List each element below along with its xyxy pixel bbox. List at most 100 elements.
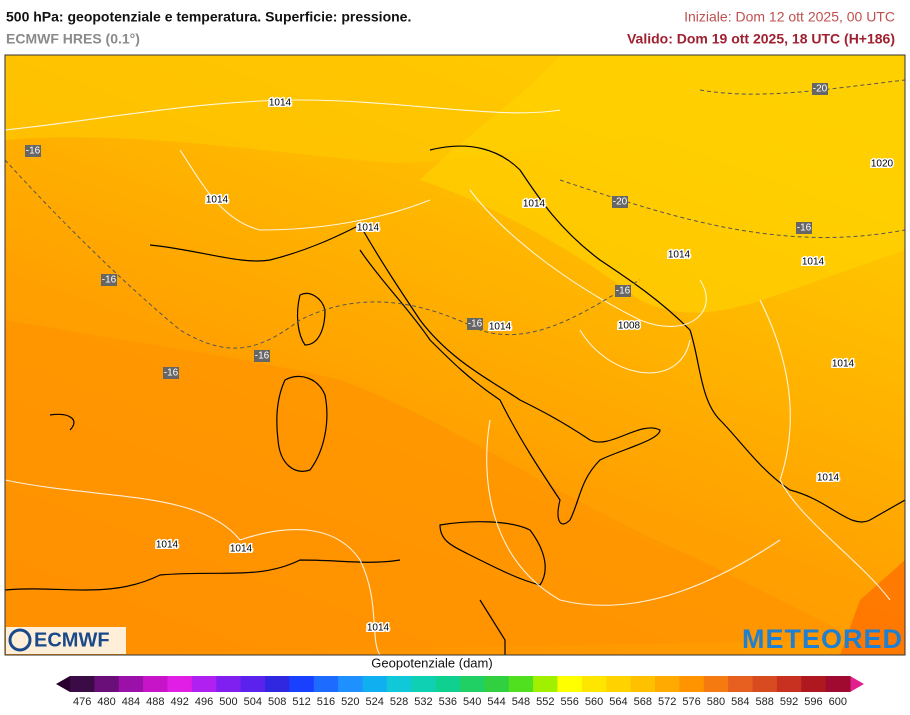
colorbar-over — [850, 676, 864, 692]
pressure-label: 1008 — [618, 321, 641, 332]
map: 1014 1014 1014 1014 1014 1014 1014 1014 1014 1014… — [5, 55, 905, 655]
colorbar-tick-label: 488 — [146, 696, 164, 708]
colorbar-tick-label: 476 — [73, 696, 91, 708]
colorbar-tick-label: 572 — [658, 696, 676, 708]
colorbar-swatch — [216, 676, 242, 692]
pressure-label: 1014 — [357, 223, 380, 234]
colorbar-tick-label: 496 — [195, 696, 213, 708]
colorbar-tick-label: 508 — [268, 696, 286, 708]
colorbar-tick-label: 576 — [682, 696, 700, 708]
colorbar-tick-label: 552 — [536, 696, 554, 708]
colorbar-swatch — [313, 676, 339, 692]
temperature-label-box — [615, 285, 631, 297]
temperature-label: -16 — [26, 146, 41, 157]
colorbar-swatch — [460, 676, 485, 692]
map-labels: 1014 1014 1014 1014 1014 1014 1014 1014 1014 1014… — [25, 83, 895, 635]
colorbar-tick-label: 500 — [219, 696, 237, 708]
colorbar-tick-label: 588 — [756, 696, 774, 708]
colorbar-tick-label: 580 — [707, 696, 725, 708]
temperature-label: -20 — [613, 197, 628, 208]
temperature-label: -16 — [797, 223, 812, 234]
pressure-label: 1020 — [871, 159, 894, 170]
coastlines — [5, 145, 905, 655]
pressure-label: 1014 — [668, 250, 691, 261]
colorbar-tick-label: 556 — [561, 696, 579, 708]
colorbar-swatch — [606, 676, 632, 692]
temperature-label: -20 — [813, 84, 828, 95]
colorbar-swatch — [94, 676, 120, 692]
init-time: Iniziale: Dom 12 ott 2025, 00 UTC — [684, 9, 895, 25]
colorbar-tick-label: 536 — [439, 696, 457, 708]
temperature-label: -16 — [468, 319, 483, 330]
colorbar: 476 480 484 488 492 496 500 504 508 512 516 520 524 5… — [56, 676, 864, 708]
pressure-label: 1014 — [367, 623, 390, 634]
band — [840, 560, 905, 655]
colorbar-swatch — [240, 676, 266, 692]
pressure-label: 1014 — [817, 473, 840, 484]
colorbar-swatch — [825, 676, 851, 692]
colorbar-tick-label: 560 — [585, 696, 603, 708]
colorbar-swatch — [289, 676, 315, 692]
pressure-label: 1014 — [802, 257, 825, 268]
colorbar-swatch — [728, 676, 753, 692]
temperature-label-box — [796, 222, 812, 234]
temperature-label-box — [25, 145, 41, 157]
band — [5, 320, 860, 655]
colorbar-tick-label: 492 — [171, 696, 189, 708]
colorbar-swatch — [435, 676, 461, 692]
colorbar-tick-label: 512 — [292, 696, 310, 708]
pressure-label: 1014 — [489, 322, 512, 333]
colorbar-tick-label: 480 — [97, 696, 115, 708]
colorbar-swatch — [143, 676, 168, 692]
pressure-label: 1014 — [230, 544, 253, 555]
title: 500 hPa: geopotenziale e temperatura. Su… — [6, 9, 411, 25]
colorbar-tick-label: 596 — [804, 696, 822, 708]
map-frame — [4, 54, 906, 656]
colorbar-swatch — [801, 676, 827, 692]
colorbar-tick-label: 584 — [731, 696, 749, 708]
colorbar-tick-label: 564 — [609, 696, 627, 708]
temperature-label-box — [254, 350, 270, 362]
subtitle: ECMWF HRES (0.1°) — [6, 31, 140, 47]
colorbar-tick-label: 504 — [244, 696, 262, 708]
colorbar-under — [56, 676, 70, 692]
colorbar-tick-label: 592 — [780, 696, 798, 708]
colorbar-swatch — [557, 676, 583, 692]
colorbar-swatch — [118, 676, 144, 692]
temperature-label-box — [163, 367, 179, 379]
temperature-label-box — [101, 274, 117, 286]
colorbar-tick-label: 568 — [634, 696, 652, 708]
colorbar-tick-label: 528 — [390, 696, 408, 708]
pressure-label: 1014 — [832, 359, 855, 370]
temperature-label-box — [467, 318, 483, 330]
colorbar-swatch — [752, 676, 778, 692]
colorbar-swatch — [630, 676, 656, 692]
colorbar-swatch — [70, 676, 95, 692]
colorbar-swatch — [776, 676, 802, 692]
colorbar-swatch — [362, 676, 388, 692]
colorbar-swatch — [191, 676, 217, 692]
temperature-label: -16 — [102, 275, 117, 286]
colorbar-swatch — [508, 676, 534, 692]
colorbar-swatch — [679, 676, 705, 692]
colorbar-tick-label: 600 — [829, 696, 847, 708]
colorbar-swatch — [581, 676, 607, 692]
colorbar-tick-label: 532 — [414, 696, 432, 708]
colorbar-swatch — [411, 676, 437, 692]
ecmwf-logo: ECMWF — [6, 627, 126, 654]
colorbar-tick-label: 540 — [463, 696, 481, 708]
temperature-label: -16 — [616, 286, 631, 297]
temperature-label: -16 — [164, 368, 179, 379]
colorbar-swatch — [167, 676, 193, 692]
pressure-label: 1014 — [523, 199, 546, 210]
logo-mark — [8, 628, 32, 652]
colorbar-tick-label: 548 — [512, 696, 530, 708]
colorbar-swatch — [533, 676, 558, 692]
colorbar-tick-label: 516 — [317, 696, 335, 708]
meteored-logo: METEORED — [742, 624, 903, 654]
pressure-label: 1014 — [269, 98, 292, 109]
colorbar-swatch — [484, 676, 510, 692]
colorbar-tick-label: 524 — [366, 696, 384, 708]
band — [420, 55, 905, 313]
temperature-label: -16 — [255, 351, 270, 362]
